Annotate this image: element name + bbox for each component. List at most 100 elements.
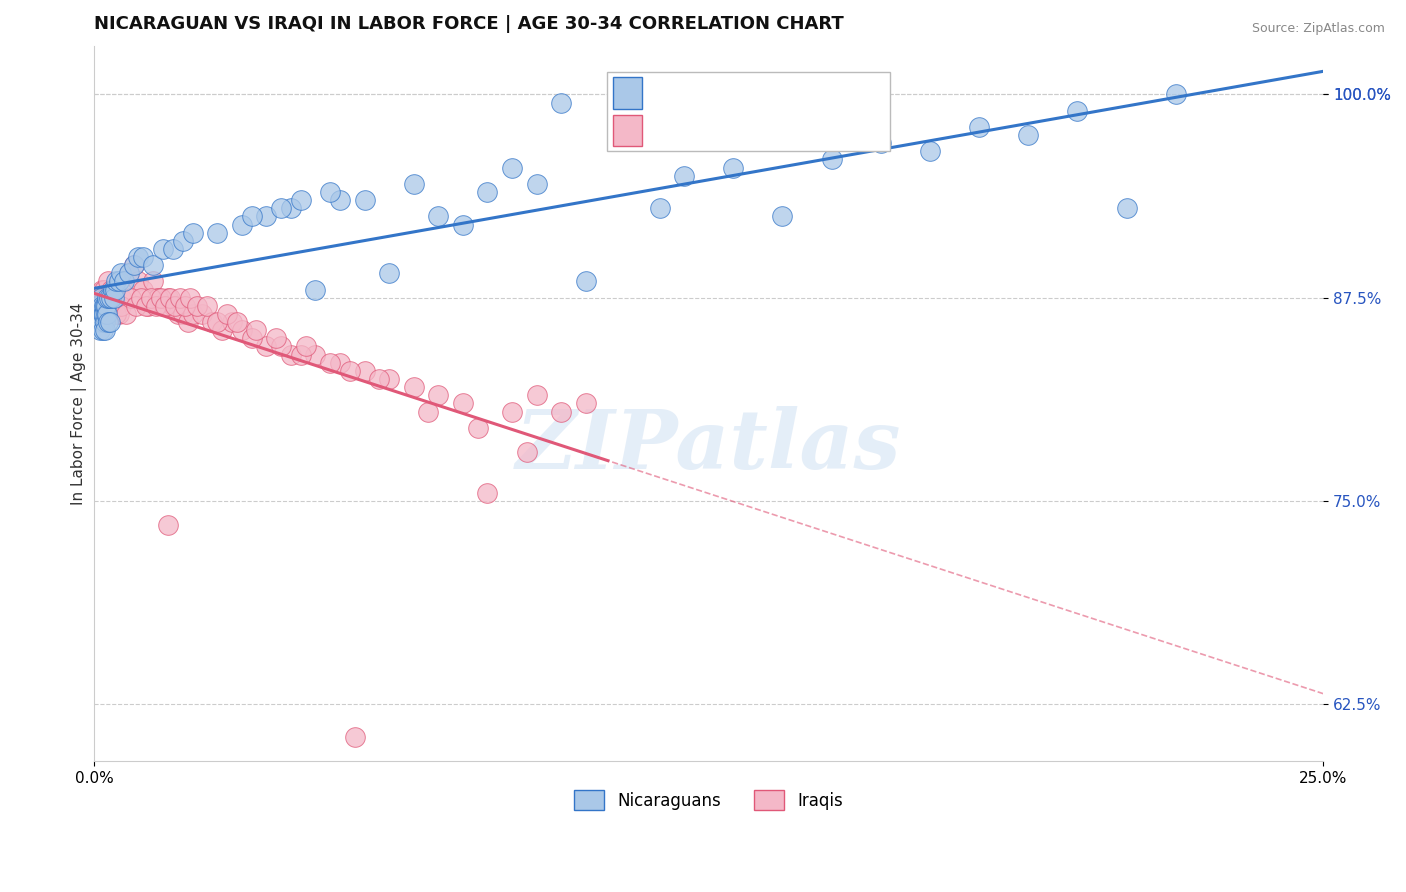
Point <box>172 307 194 321</box>
Point <box>93 299 115 313</box>
Point <box>319 356 342 370</box>
Point <box>1115 201 1137 215</box>
Point <box>575 396 598 410</box>
Point <box>526 177 548 191</box>
Point <box>550 404 572 418</box>
Point <box>90 299 112 313</box>
Point <box>105 299 128 313</box>
Point <box>221 315 243 329</box>
Point <box>145 299 167 313</box>
Point <box>122 258 145 272</box>
Point <box>90 291 112 305</box>
Point <box>174 299 197 313</box>
Point <box>477 185 499 199</box>
Point <box>155 299 177 313</box>
Point <box>329 356 352 370</box>
Point <box>132 283 155 297</box>
Point <box>156 518 179 533</box>
Point <box>304 348 326 362</box>
Point <box>100 283 122 297</box>
Point <box>451 218 474 232</box>
Point <box>87 307 110 321</box>
Point <box>294 339 316 353</box>
Point <box>97 299 120 313</box>
Point <box>93 307 115 321</box>
Point <box>104 283 127 297</box>
Point <box>869 136 891 151</box>
Point <box>378 266 401 280</box>
Point <box>152 299 174 313</box>
Point <box>91 307 114 321</box>
Point <box>139 291 162 305</box>
Point <box>186 299 208 313</box>
Point <box>87 291 110 305</box>
Point <box>304 283 326 297</box>
Point <box>98 299 121 313</box>
Point <box>270 201 292 215</box>
Point <box>129 291 152 305</box>
Point <box>191 307 214 321</box>
Point <box>101 299 124 313</box>
Point <box>169 291 191 305</box>
Point <box>516 445 538 459</box>
Point <box>91 323 114 337</box>
Point <box>368 372 391 386</box>
Point <box>103 291 125 305</box>
Point <box>162 299 184 313</box>
Point <box>86 299 108 313</box>
Point <box>86 307 108 321</box>
Point <box>319 185 342 199</box>
Point <box>112 275 135 289</box>
Point <box>1017 128 1039 142</box>
Point <box>526 388 548 402</box>
Point <box>120 291 142 305</box>
Point <box>280 201 302 215</box>
Point <box>94 307 117 321</box>
Point <box>820 153 842 167</box>
Point <box>172 234 194 248</box>
Point <box>575 275 598 289</box>
Point <box>94 315 117 329</box>
Point <box>94 299 117 313</box>
Point <box>142 275 165 289</box>
Point <box>91 283 114 297</box>
Point <box>91 307 114 321</box>
Point <box>94 307 117 321</box>
Point <box>93 299 115 313</box>
Point <box>101 283 124 297</box>
Point <box>240 210 263 224</box>
Point <box>451 396 474 410</box>
Point <box>117 266 139 280</box>
Point <box>105 307 128 321</box>
Point <box>93 291 115 305</box>
Point <box>205 226 228 240</box>
Point <box>427 210 450 224</box>
Point <box>264 331 287 345</box>
Point <box>159 291 181 305</box>
Point <box>280 348 302 362</box>
Point <box>94 291 117 305</box>
Point <box>112 283 135 297</box>
Point <box>146 291 169 305</box>
Point <box>86 299 108 313</box>
Point <box>723 161 745 175</box>
Point <box>96 291 118 305</box>
Point <box>96 299 118 313</box>
Point <box>195 299 218 313</box>
Point <box>477 485 499 500</box>
Point <box>97 291 120 305</box>
Point <box>648 201 671 215</box>
Point <box>211 323 233 337</box>
Point <box>353 193 375 207</box>
Point <box>103 291 125 305</box>
Point <box>110 291 132 305</box>
Point <box>270 339 292 353</box>
Point <box>97 291 120 305</box>
Point <box>339 364 361 378</box>
Point <box>107 275 129 289</box>
Point <box>166 307 188 321</box>
Point <box>772 210 794 224</box>
Point <box>93 299 115 313</box>
Point <box>94 323 117 337</box>
Point <box>149 291 172 305</box>
